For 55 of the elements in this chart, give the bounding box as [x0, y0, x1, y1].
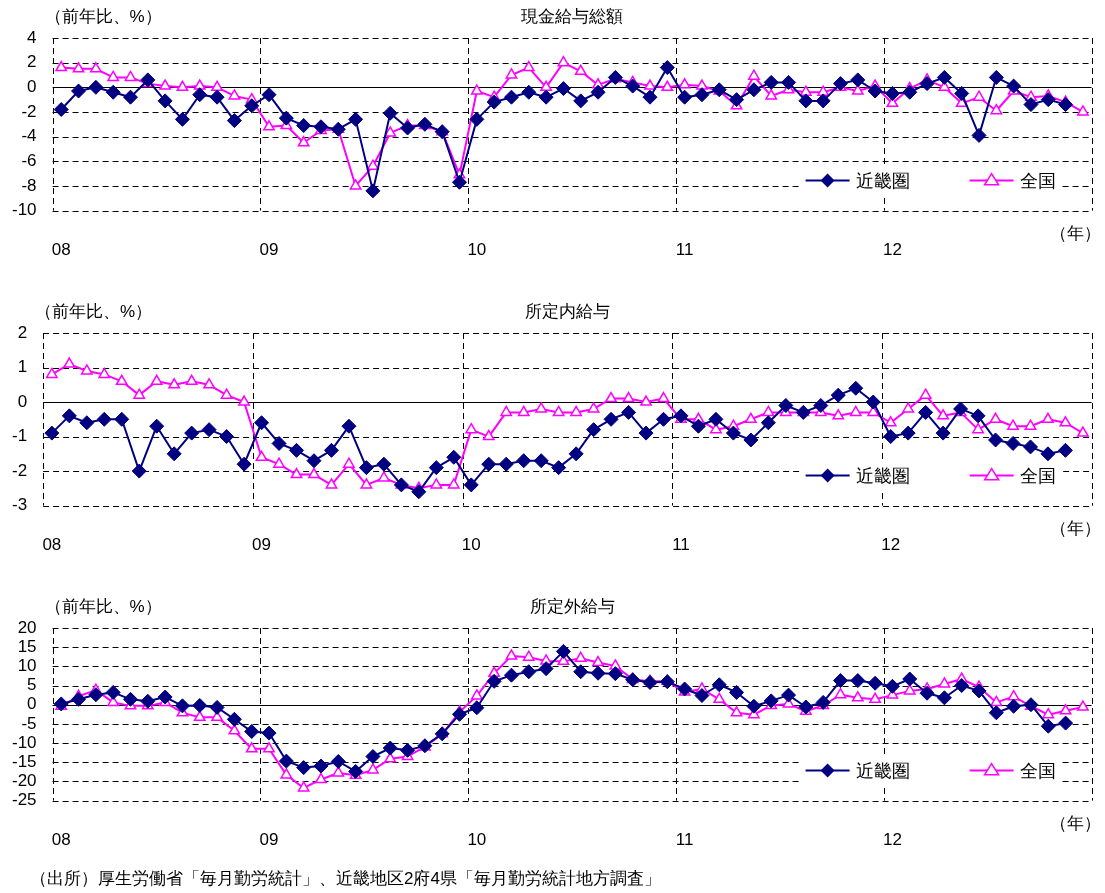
y-tick-label: -1: [11, 426, 28, 446]
x-tick-label: 12: [882, 830, 902, 850]
legend-label: 全国: [1019, 170, 1056, 191]
y-axis-title: （前年比、%）: [44, 596, 162, 616]
chart-title: 所定外給与: [529, 596, 615, 616]
x-tick-label: 11: [675, 240, 694, 260]
y-tick-label: -5: [21, 713, 37, 733]
legend-label: 全国: [1019, 465, 1056, 486]
x-tick-label: 11: [672, 535, 690, 555]
y-tick-label: -25: [11, 790, 37, 810]
y-tick-label: -20: [11, 771, 37, 791]
x-tick-label: 10: [467, 830, 487, 850]
y-tick-label: 10: [17, 656, 37, 676]
y-tick-label: -10: [11, 200, 37, 220]
y-tick-label: -15: [11, 751, 37, 771]
y-tick-label: -3: [11, 495, 28, 515]
x-tick-label: 09: [252, 535, 272, 555]
y-tick-label: 2: [17, 322, 28, 342]
x-tick-label: 08: [42, 535, 62, 555]
x-axis-title: （年）: [1050, 519, 1101, 539]
text: （出所）厚生労働省「毎月勤労統計」、近畿地区2府4県「毎月勤労統計地方調査」: [29, 869, 662, 889]
y-tick-label: -10: [11, 732, 37, 752]
legend-label: 近畿圏: [855, 170, 910, 191]
legend-label: 近畿圏: [855, 465, 910, 486]
x-tick-label: 10: [467, 240, 487, 260]
x-tick-label: 12: [882, 240, 902, 260]
x-tick-label: 10: [461, 535, 481, 555]
legend-label: 近畿圏: [855, 760, 910, 781]
y-tick-label: -2: [21, 101, 37, 121]
y-tick-label: 15: [17, 636, 37, 656]
y-axis-title: （前年比、%）: [44, 6, 162, 26]
y-tick-label: 0: [27, 77, 37, 96]
y-tick-label: 5: [27, 675, 37, 695]
y-tick-label: 1: [17, 357, 28, 377]
legend-label: 全国: [1019, 760, 1056, 781]
x-tick-label: 09: [259, 830, 279, 850]
x-tick-label: 12: [881, 535, 901, 555]
y-tick-label: -2: [11, 460, 28, 480]
chart-title: 所定内給与: [524, 301, 610, 321]
y-tick-label: -4: [21, 126, 37, 146]
y-axis-title: （前年比、%）: [35, 301, 153, 321]
x-tick-label: 08: [51, 240, 71, 260]
chart-title: 現金給与総額: [521, 6, 624, 26]
y-tick-label: 20: [17, 617, 37, 637]
x-tick-label: 11: [675, 830, 694, 850]
y-tick-label: 2: [27, 52, 37, 72]
x-tick-label: 08: [51, 830, 71, 850]
y-tick-label: 4: [27, 27, 37, 47]
x-axis-title: （年）: [1050, 814, 1101, 834]
y-tick-label: -6: [21, 150, 37, 170]
y-tick-label: 0: [27, 694, 37, 714]
y-tick-label: -8: [21, 175, 37, 195]
x-axis-title: （年）: [1050, 224, 1101, 244]
y-tick-label: 0: [17, 391, 28, 411]
x-tick-label: 09: [259, 240, 279, 260]
